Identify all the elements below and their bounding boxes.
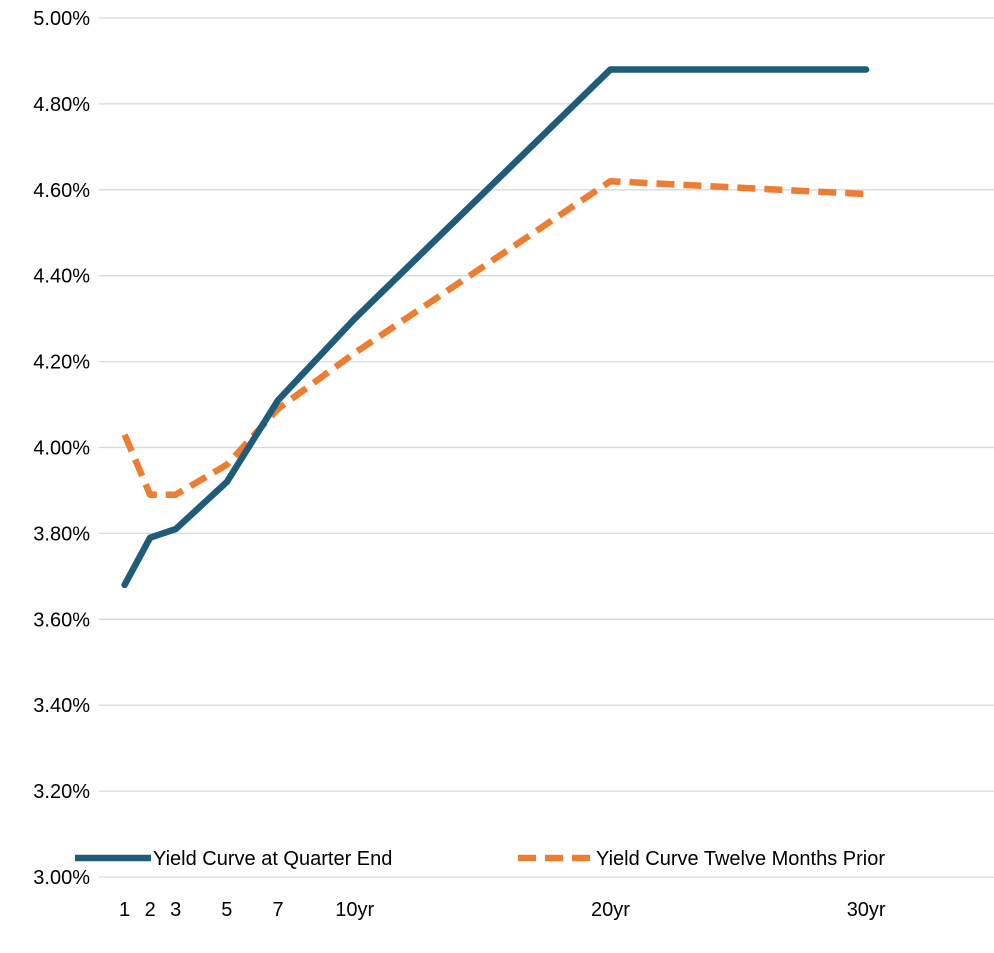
y-tick-label: 3.20%	[33, 781, 90, 803]
x-tick-label: 1	[119, 899, 130, 921]
x-tick-label: 2	[145, 899, 156, 921]
y-tick-label: 4.60%	[33, 180, 90, 202]
legend-label-twelve-months-prior: Yield Curve Twelve Months Prior	[596, 848, 885, 870]
series-line-twelve-months-prior	[121, 177, 867, 498]
x-tick-label: 7	[272, 899, 283, 921]
x-tick-label: 20yr	[591, 899, 630, 921]
grid-lines	[99, 17, 994, 878]
legend-label-quarter-end: Yield Curve at Quarter End	[153, 848, 392, 870]
y-tick-label: 4.00%	[33, 438, 90, 460]
y-tick-label: 4.80%	[33, 94, 90, 116]
y-tick-label: 5.00%	[33, 8, 90, 30]
x-tick-label: 5	[221, 899, 232, 921]
x-tick-label: 3	[170, 899, 181, 921]
series-lines	[121, 66, 870, 589]
y-tick-label: 3.80%	[33, 523, 90, 545]
legend: Yield Curve at Quarter End Yield Curve T…	[75, 848, 885, 870]
x-axis-tick-labels: 1 2 3 5 7 10yr 20yr 30yr	[119, 899, 886, 921]
x-tick-label: 10yr	[335, 899, 374, 921]
y-tick-label: 4.20%	[33, 352, 90, 374]
y-tick-label: 3.40%	[33, 695, 90, 717]
x-tick-label: 30yr	[847, 899, 886, 921]
series-line-quarter-end	[121, 66, 870, 589]
y-tick-label: 3.00%	[33, 867, 90, 889]
y-tick-label: 4.40%	[33, 266, 90, 288]
y-tick-label: 3.60%	[33, 609, 90, 631]
y-axis-tick-labels: 3.00% 3.20% 3.40% 3.60% 3.80% 4.00% 4.20% 4.40%…	[33, 8, 90, 889]
